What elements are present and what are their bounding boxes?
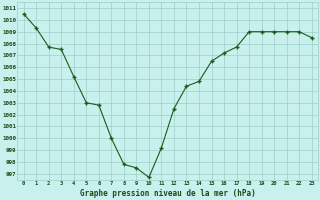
- X-axis label: Graphe pression niveau de la mer (hPa): Graphe pression niveau de la mer (hPa): [80, 189, 256, 198]
